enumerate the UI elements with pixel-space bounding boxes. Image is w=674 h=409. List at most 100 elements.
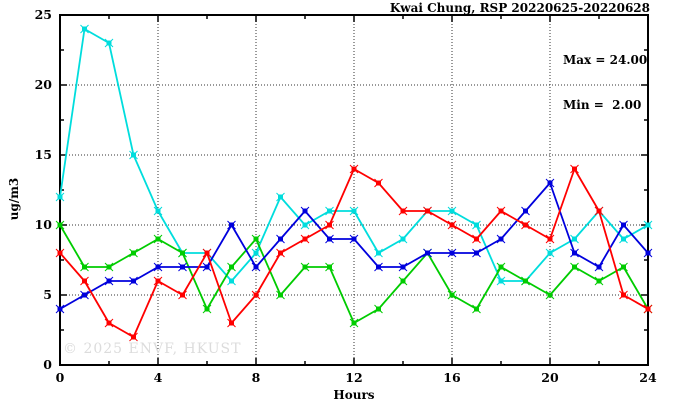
series-cyan-marker-cross <box>496 276 506 286</box>
series-cyan-marker-cross <box>251 248 261 258</box>
series-green-marker-cross <box>496 262 506 272</box>
series-blue-marker-cross <box>619 220 628 230</box>
x-tick-label: 20 <box>541 370 559 385</box>
series-red-marker-cross <box>472 234 481 244</box>
series-green-marker-cross <box>300 262 310 272</box>
series-blue-marker-cross <box>80 290 89 300</box>
series-blue-marker-cross <box>178 262 187 272</box>
watermark: © 2025 ENVF, HKUST <box>63 341 242 357</box>
series-blue-marker-cross <box>398 262 408 272</box>
series-cyan-marker-cross <box>55 192 65 202</box>
series-green-marker-cross <box>570 262 579 272</box>
series-blue-marker-cross <box>325 234 334 244</box>
x-tick-label: 0 <box>56 370 65 385</box>
x-tick-label: 8 <box>252 370 261 385</box>
series-red-marker-cross <box>447 220 457 230</box>
series-green-marker-cross <box>619 262 628 272</box>
series-green-marker-cross <box>227 262 236 272</box>
series-cyan-marker-cross <box>447 206 457 216</box>
series-cyan-marker-cross <box>349 206 359 216</box>
series-red-marker-cross <box>104 318 114 328</box>
series-red-marker-cross <box>545 234 555 244</box>
series-red-marker-cross <box>643 304 653 314</box>
series-red-marker-cross <box>325 220 334 230</box>
series-red-marker-cross <box>153 276 163 286</box>
series-blue-marker-cross <box>129 276 138 286</box>
series-blue-marker-cross <box>643 248 653 258</box>
y-tick-label: 25 <box>35 7 52 22</box>
series-green-marker-cross <box>472 304 481 314</box>
series-blue-marker-cross <box>349 234 359 244</box>
series-green-marker-cross <box>202 304 212 314</box>
series-cyan-marker-cross <box>570 234 579 244</box>
x-tick-label: 12 <box>345 370 362 385</box>
series-red-marker-cross <box>80 276 89 286</box>
y-tick-label: 15 <box>35 147 52 162</box>
series-red-marker-cross <box>496 206 506 216</box>
series-green-marker-cross <box>447 290 457 300</box>
series-blue-marker-cross <box>276 234 285 244</box>
series-green-marker-cross <box>55 220 65 230</box>
series-green-marker-cross <box>521 276 530 286</box>
series-red-marker-cross <box>202 248 212 258</box>
max-value-label: Max = 24.00 <box>563 53 648 67</box>
series-blue-marker-cross <box>545 178 555 188</box>
y-axis-label: ug/m3 <box>7 177 21 221</box>
series-red-marker-cross <box>276 248 285 258</box>
series-blue-marker-cross <box>55 304 65 314</box>
series-blue-marker-cross <box>251 262 261 272</box>
series-red-marker-cross <box>300 234 310 244</box>
series-blue-marker-cross <box>227 220 236 230</box>
series-red-marker-cross <box>594 206 604 216</box>
series-cyan-marker-cross <box>153 206 163 216</box>
series-blue-marker-cross <box>447 248 457 258</box>
series-red-marker-cross <box>227 318 236 328</box>
series-green-marker-cross <box>545 290 555 300</box>
series-red-marker-cross <box>349 164 359 174</box>
series-green-marker-cross <box>349 318 359 328</box>
series-blue-marker-cross <box>153 262 163 272</box>
series-green-marker-cross <box>104 262 114 272</box>
series-red-marker-cross <box>570 164 579 174</box>
series-green-marker-cross <box>251 234 261 244</box>
series-cyan-marker-cross <box>374 248 383 258</box>
series-cyan-marker-cross <box>398 234 408 244</box>
series-blue-marker-cross <box>521 206 530 216</box>
series-blue-marker-cross <box>496 234 506 244</box>
series-red-marker-cross <box>251 290 261 300</box>
y-tick-label: 5 <box>43 287 52 302</box>
series-cyan-marker-cross <box>325 206 334 216</box>
x-tick-label: 4 <box>154 370 163 385</box>
series-red-marker-cross <box>374 178 383 188</box>
series-blue-marker-cross <box>423 248 432 258</box>
series-green-marker-cross <box>178 248 187 258</box>
series-red-marker-cross <box>178 290 187 300</box>
x-tick-label: 24 <box>639 370 657 385</box>
series-red-marker-cross <box>129 332 138 342</box>
series-green-marker-cross <box>398 276 408 286</box>
series-red-marker-cross <box>619 290 628 300</box>
series-blue-marker-cross <box>472 248 481 258</box>
series-blue-marker-cross <box>594 262 604 272</box>
series-green-marker-cross <box>325 262 334 272</box>
y-tick-label: 10 <box>35 217 53 232</box>
chart-title: Kwai Chung, RSP 20220625-20220628 <box>389 1 650 15</box>
series-red-marker-cross <box>521 220 530 230</box>
series-cyan-marker-cross <box>80 24 89 34</box>
series-green-marker-cross <box>129 248 138 258</box>
series-cyan-marker-cross <box>472 220 481 230</box>
series-green-marker-cross <box>594 276 604 286</box>
series-red-marker-cross <box>55 248 65 258</box>
series-green-marker-cross <box>276 290 285 300</box>
series-blue-marker-cross <box>300 206 310 216</box>
series-blue-marker-cross <box>374 262 383 272</box>
series-blue-marker-cross <box>570 248 579 258</box>
series-green-marker-cross <box>80 262 89 272</box>
series-cyan-marker-cross <box>227 276 236 286</box>
plot-frame <box>59 14 649 366</box>
series-cyan-marker-cross <box>545 248 555 258</box>
series-blue-marker-cross <box>104 276 114 286</box>
series-blue-marker-cross <box>202 262 212 272</box>
y-tick-label: 0 <box>43 357 52 372</box>
